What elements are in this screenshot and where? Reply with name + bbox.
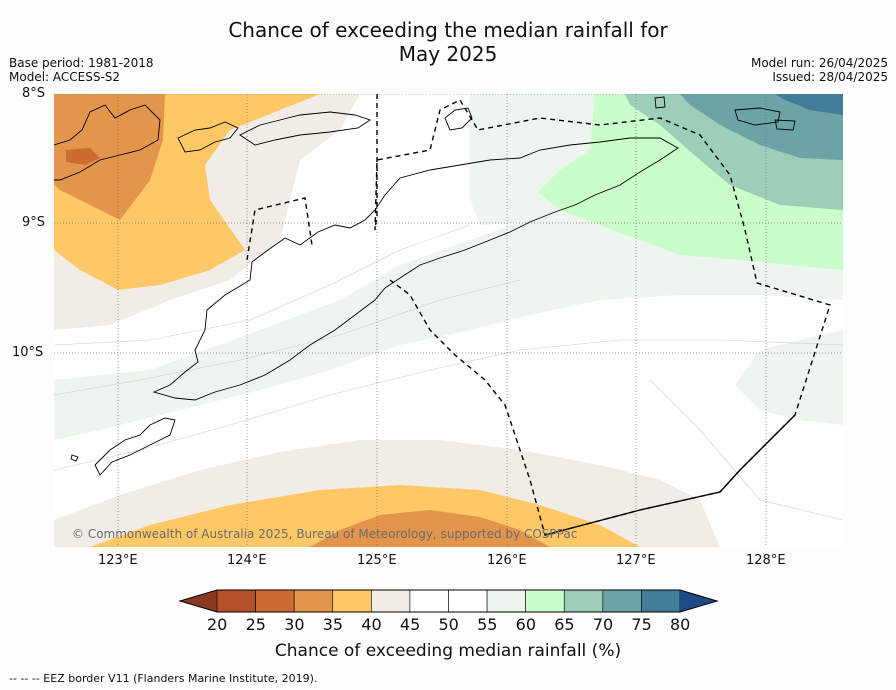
babar-coastline: [734, 107, 796, 131]
title-line-2: May 2025: [398, 42, 498, 66]
contour-30-35-nw: [54, 94, 165, 220]
lon-label-124e: 124°E: [227, 553, 267, 568]
kisar-coastline: [444, 107, 473, 131]
lon-label-127e: 127°E: [616, 553, 656, 568]
meta-left: Base period: 1981-2018 Model: ACCESS-S2: [9, 56, 154, 84]
flores-coastline: [54, 104, 161, 181]
colorbar-box: [332, 589, 372, 613]
title-line-1: Chance of exceeding the median rainfall …: [228, 18, 668, 42]
colorbar-box: [602, 589, 642, 613]
contour-lines: [54, 224, 843, 521]
lon-label-126e: 126°E: [487, 553, 527, 568]
colorbar-tick-label: 65: [554, 615, 575, 634]
colorbar-tick-label: 25: [245, 615, 266, 634]
alor-coastline: [177, 121, 239, 153]
contour-70-75: [680, 94, 843, 160]
colorbar-boxes: [216, 589, 681, 613]
colorbar-tick-label: 80: [670, 615, 691, 634]
timor-coastline: [152, 137, 679, 401]
issued-date: Issued: 28/04/2025: [772, 70, 888, 84]
colorbar-box: [525, 589, 565, 613]
lat-label-9s: 9°S: [22, 215, 46, 230]
colorbar-over-triangle: [680, 590, 717, 612]
eez-border-solid: [544, 414, 796, 536]
wetar-coastline: [239, 111, 372, 146]
meta-right: Model run: 26/04/2025 Issued: 28/04/2025: [751, 56, 888, 84]
base-period: Base period: 1981-2018: [9, 56, 154, 70]
colorbar-tick-label: 75: [631, 615, 652, 634]
colorbar-box: [563, 589, 604, 613]
colorbar-box: [293, 589, 334, 613]
colorbar-box: [448, 589, 488, 613]
lon-label-125e: 125°E: [357, 553, 397, 568]
map-title: Chance of exceeding the median rainfall …: [0, 18, 896, 66]
colorbar: [178, 589, 719, 613]
colorbar-tick-label: 50: [438, 615, 459, 634]
colorbar-tick-label: 45: [399, 615, 421, 634]
contour-25-30-nw: [66, 148, 100, 165]
lat-label-8s: 8°S: [22, 86, 46, 101]
colorbar-tick-label: 55: [477, 615, 498, 634]
copyright-notice: © Commonwealth of Australia 2025, Bureau…: [72, 527, 578, 541]
colorbar-outline: [178, 589, 719, 613]
colorbar-box: [255, 589, 295, 613]
sawu-coastline: [70, 454, 79, 462]
model-name: Model: ACCESS-S2: [9, 70, 121, 84]
contour-75-80: [775, 94, 843, 115]
contour-55-60-east: [735, 330, 843, 425]
eez-footnote: -- -- -- EEZ border V11 (Flanders Marine…: [9, 672, 318, 685]
model-run: Model run: 26/04/2025: [750, 56, 888, 70]
colorbar-tick-label: 20: [207, 615, 228, 634]
map-body: [54, 94, 843, 547]
eez-border: [246, 94, 831, 536]
lon-label-123e: 123°E: [98, 553, 138, 568]
contour-55-60-band: [54, 210, 843, 440]
rote-coastline: [94, 417, 176, 476]
colorbar-box: [409, 589, 449, 613]
colorbar-box: [641, 589, 681, 613]
colorbar-title: Chance of exceeding median rainfall (%): [274, 641, 622, 661]
colorbar-tick-label: 30: [284, 615, 305, 634]
leti-coastline: [654, 96, 666, 109]
lon-label-128e: 128°E: [746, 553, 786, 568]
colorbar-box: [486, 589, 526, 613]
colorbar-box: [216, 589, 256, 613]
colorbar-under-triangle: [180, 590, 217, 612]
lat-label-10s: 10°S: [12, 345, 44, 360]
colorbar-tick-label: 35: [322, 615, 344, 634]
contour-30-35-south: [310, 510, 550, 547]
colorbar-tick-label: 40: [361, 615, 382, 634]
colorbar-box: [371, 589, 411, 613]
colorbar-tick-label: 60: [515, 615, 537, 634]
colorbar-tick-label: 70: [592, 615, 614, 634]
